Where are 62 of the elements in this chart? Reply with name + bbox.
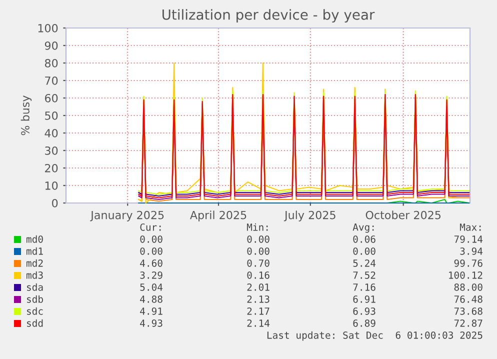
text: 7.52	[353, 271, 376, 279]
text: Max:	[460, 224, 481, 231]
text: 0.00	[140, 235, 162, 243]
y-tick-label: 70	[45, 76, 58, 85]
legend-label: md0	[26, 235, 43, 243]
text: 7.16	[353, 283, 376, 291]
text: 2.14	[247, 319, 270, 327]
y-tick-label: 10	[45, 181, 58, 190]
text: Last update: Sat Dec 6 01:00:03 2025	[267, 331, 482, 341]
text: 2.01	[247, 283, 270, 291]
y-tick-label: 20	[45, 164, 58, 172]
text: 6.91	[353, 295, 376, 303]
legend-label: md1	[26, 247, 43, 255]
x-tick-label: October 2025	[366, 210, 441, 220]
text: 99.76	[454, 259, 482, 267]
y-tick-label: 100	[38, 24, 58, 32]
text: 72.87	[454, 319, 482, 327]
text: 76.48	[454, 295, 482, 303]
legend-label: md3	[26, 271, 43, 279]
y-tick-label: 80	[44, 58, 58, 68]
text: Avg:	[352, 224, 374, 233]
text: 0.06	[353, 235, 376, 243]
text: 0.00	[140, 247, 162, 255]
text: 0.00	[247, 235, 270, 243]
y-tick-label: 40	[44, 128, 58, 138]
text: 4.91	[140, 307, 162, 315]
legend-label: sdd	[27, 319, 43, 327]
text: 2.17	[247, 307, 270, 315]
text: 88.00	[454, 283, 482, 291]
text: 0.00	[353, 247, 376, 255]
text: 3.29	[140, 271, 162, 279]
text: 5.24	[353, 259, 376, 267]
y-tick-label: 30	[45, 146, 58, 155]
legend-label: sda	[27, 283, 43, 291]
text: 2.13	[247, 295, 270, 303]
text: 0.16	[247, 271, 270, 279]
text: 4.60	[140, 259, 162, 267]
chart-title: Utilization per device - by year	[162, 9, 375, 23]
text: 4.93	[140, 319, 162, 327]
text: 5.04	[140, 283, 163, 291]
text: Min:	[246, 223, 268, 231]
legend-label: sdc	[27, 307, 43, 315]
text: 3.94	[460, 247, 483, 255]
y-tick-label: 90	[44, 41, 58, 50]
y-tick-label: 0	[52, 198, 58, 208]
y-tick-label: 60	[45, 94, 58, 102]
legend-label: sdb	[27, 295, 43, 303]
x-tick-label: January 2025	[90, 210, 164, 222]
x-tick-label: April 2025	[190, 210, 246, 222]
text: 79.14	[454, 235, 483, 243]
text: Cur:	[140, 223, 161, 231]
x-tick-label: July 2025	[284, 210, 336, 222]
text: 73.68	[454, 307, 482, 315]
text: 0.00	[247, 247, 270, 255]
text: 0.70	[247, 259, 270, 267]
text: 4.88	[140, 295, 162, 303]
text: 6.93	[353, 307, 376, 315]
y-axis-title: % busy	[20, 96, 32, 136]
legend-label: md2	[26, 259, 43, 267]
y-tick-label: 50	[45, 111, 58, 120]
text: 100.12	[449, 271, 482, 279]
text: 6.89	[353, 319, 376, 327]
